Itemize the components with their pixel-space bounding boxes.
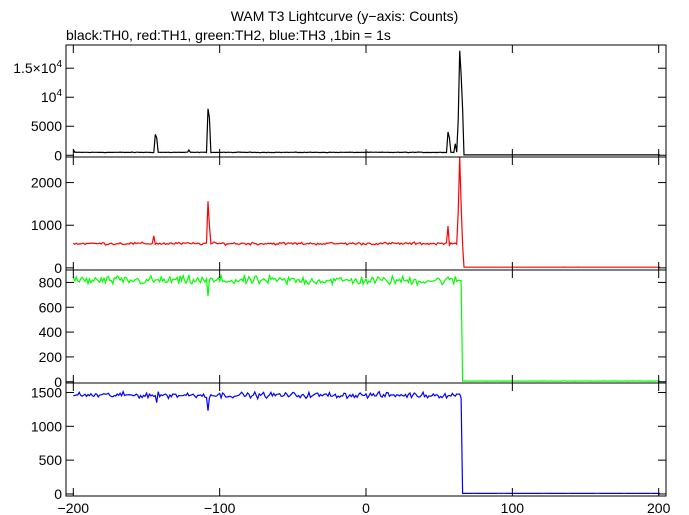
panel-frame-3 xyxy=(65,269,667,384)
y-tick-label: 0 xyxy=(54,260,62,276)
y-tick-label: 0 xyxy=(54,147,62,163)
x-tick-label: 100 xyxy=(501,500,525,515)
x-tick-label: −200 xyxy=(58,500,90,515)
y-tick-label: 500 xyxy=(39,452,63,468)
y-tick-label: 200 xyxy=(39,349,63,365)
y-tick-label: 800 xyxy=(39,274,63,290)
panel-frame-2 xyxy=(65,156,667,271)
y-tick-label: 1.5×104 xyxy=(13,59,62,76)
series-line-th2 xyxy=(72,273,661,382)
panel-frame-1 xyxy=(65,44,667,158)
series-line-th0 xyxy=(72,50,661,156)
y-tick-label: 0 xyxy=(54,374,62,390)
series-line-th3 xyxy=(73,389,661,495)
series-line-th1 xyxy=(72,156,661,268)
y-tick-label: 1500 xyxy=(31,384,62,400)
y-tick-label: 400 xyxy=(39,324,63,340)
y-tick-label: 1000 xyxy=(31,217,62,233)
x-tick-label: 0 xyxy=(362,500,370,515)
x-tick-label: −100 xyxy=(204,500,236,515)
y-tick-label: 2000 xyxy=(31,175,62,191)
chart-title: WAM T3 Lightcurve (y−axis: Counts) xyxy=(230,8,459,24)
y-tick-label: 0 xyxy=(54,486,62,502)
y-tick-label: 1000 xyxy=(31,418,62,434)
x-tick-label: 200 xyxy=(647,500,671,515)
chart-subtitle: black:TH0, red:TH1, green:TH2, blue:TH3 … xyxy=(66,27,391,43)
y-tick-label: 104 xyxy=(41,88,63,105)
y-tick-label: 5000 xyxy=(31,118,62,134)
y-tick-label: 600 xyxy=(39,299,63,315)
